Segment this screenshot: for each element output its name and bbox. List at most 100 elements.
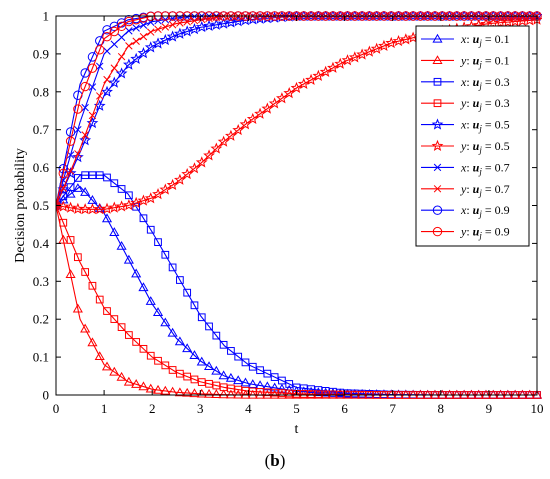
data-point [58,168,68,179]
data-point [334,57,347,69]
y-tick-label: 0.7 [33,122,50,137]
data-point [321,390,330,399]
y-tick-label: 0.8 [33,84,49,99]
data-point [174,173,186,185]
data-point [116,240,127,250]
legend-label: x: uj = 0.9 [460,203,510,219]
data-point [176,276,184,284]
data-point [246,112,259,125]
data-point [103,307,111,315]
data-point [262,381,273,391]
data-point [139,32,148,41]
y-tick-label: 0 [43,388,50,403]
data-point [190,301,199,310]
data-point [307,385,315,394]
data-point [211,365,222,375]
data-point [370,42,383,54]
data-point [64,201,77,213]
data-point [356,48,368,60]
data-point [247,379,258,388]
data-point [74,174,82,182]
x-tick-label: 4 [245,401,252,416]
data-point [125,331,133,339]
data-point [195,156,208,168]
legend-item: x: uj = 0.9 [421,203,510,219]
data-point [278,376,286,385]
data-point [314,390,323,399]
data-point [283,86,296,99]
data-point [262,389,273,399]
data-point [145,296,156,305]
data-point [212,381,221,390]
data-point [299,384,308,393]
y-tick-label: 0.9 [33,46,49,61]
data-point [56,201,60,210]
x-axis-label: t [295,422,299,437]
data-point [125,42,133,50]
data-point [123,376,134,386]
axis-layer: 0 1 2 3 4 5 6 7 8 9 10 0 0.1 0.2 0.3 0.4 0.5 0.6 0.7 0.8 0.9… [13,9,544,438]
data-point [240,377,251,387]
data-point [132,338,141,346]
data-point [241,358,250,367]
data-point [174,336,185,346]
data-point [138,381,149,391]
data-point [117,185,126,193]
legend-item: y: uj = 0.1 [421,53,510,69]
data-point [117,323,126,331]
data-point [168,366,177,374]
data-point [87,63,98,73]
legend-item: x: uj = 0.3 [421,75,510,91]
data-point [102,31,112,42]
data-point [161,15,170,24]
data-point [197,378,206,386]
legend-marker [433,77,442,86]
x-tick-label: 9 [486,401,493,416]
data-point [131,379,142,388]
legend-marker [432,226,443,237]
data-point [101,85,113,97]
data-point [234,352,243,361]
legend-item: x: uj = 0.5 [421,118,510,134]
data-point [80,81,90,92]
data-point [65,269,76,279]
data-point [196,388,207,398]
data-point [152,307,164,316]
data-point [182,387,193,397]
data-point [122,199,135,211]
data-point [198,15,206,24]
data-point [96,62,104,71]
data-point [166,30,179,42]
data-point [154,17,162,25]
y-tick-label: 0.2 [33,312,49,327]
data-point [276,383,287,393]
data-point [139,344,148,353]
data-point [101,361,113,371]
data-point [167,327,178,337]
data-point [205,322,213,331]
data-point [256,366,264,375]
data-point [181,167,194,180]
legend-marker [433,99,442,108]
data-point [329,390,337,399]
legend-box [415,25,530,247]
legend: x: uj = 0.1 y: uj = 0.1 x: uj = 0.3 y: uj =… [415,25,530,247]
data-point [189,350,200,360]
data-point [88,171,97,180]
x-tick-label: 3 [197,401,204,416]
data-point [285,380,294,388]
data-point [190,375,199,384]
data-point [81,103,89,112]
data-point [88,281,97,290]
data-point [189,388,200,398]
legend-marker [431,139,444,152]
data-point [109,227,120,237]
data-point [270,373,279,381]
data-point [125,191,133,200]
data-point [212,331,221,340]
data-point [130,52,143,64]
x-tick-label: 1 [101,401,108,416]
data-point [160,317,171,327]
data-point [65,188,76,198]
